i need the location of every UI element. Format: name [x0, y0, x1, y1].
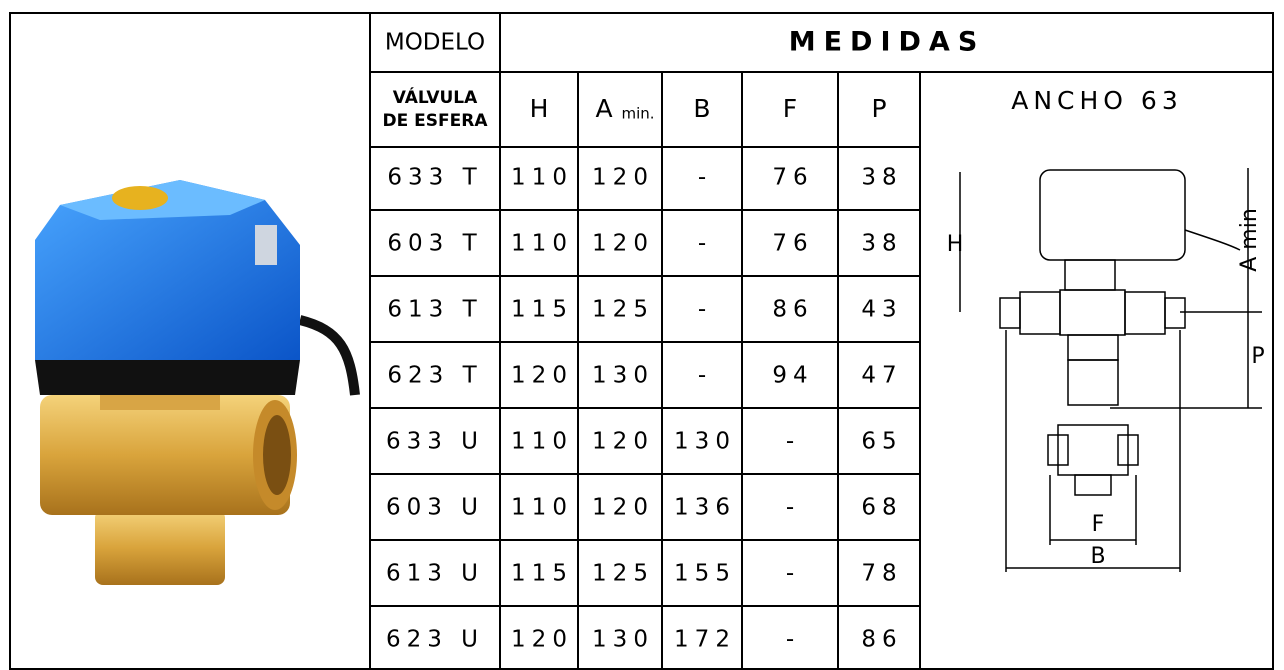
cell-value: 130: [592, 627, 654, 653]
col-b: B: [693, 94, 710, 123]
cell-value: 86: [861, 627, 902, 653]
cell-value: 120: [592, 495, 654, 521]
cell-value: 68: [861, 495, 902, 521]
cell-value: 110: [511, 429, 573, 455]
cell-value: 38: [861, 231, 902, 257]
cell-value: 76: [772, 231, 813, 257]
model-code: 633 U: [386, 429, 484, 455]
col-p: P: [871, 94, 886, 123]
cell-value: -: [698, 363, 712, 389]
cell-value: 120: [592, 165, 654, 191]
cell-value: 78: [861, 561, 902, 587]
cell-value: 120: [511, 627, 573, 653]
cell-value: 125: [592, 297, 654, 323]
cell-value: -: [786, 627, 800, 653]
dim-a-min: A min: [1237, 208, 1262, 272]
cell-value: -: [698, 297, 712, 323]
valve-type-2: DE ESFERA: [383, 111, 489, 131]
cell-value: 110: [511, 231, 573, 257]
dim-b: B: [1090, 544, 1105, 569]
cell-value: -: [786, 429, 800, 455]
cell-value: 115: [511, 297, 573, 323]
dim-p: P: [1251, 344, 1264, 369]
cell-value: 120: [511, 363, 573, 389]
cell-value: 110: [511, 495, 573, 521]
drawing-title: ANCHO 63: [1011, 86, 1183, 115]
cell-value: 130: [592, 363, 654, 389]
cell-value: 94: [772, 363, 813, 389]
dim-f: F: [1092, 512, 1105, 537]
cell-value: -: [786, 561, 800, 587]
cell-value: 76: [772, 165, 813, 191]
cell-value: 47: [861, 363, 902, 389]
col-h: H: [530, 94, 549, 123]
dimension-drawing: [959, 168, 1262, 572]
valve-type-1: VÁLVULA: [393, 86, 478, 108]
model-code: 633 T: [387, 165, 482, 191]
cell-value: 110: [511, 165, 573, 191]
cell-value: 130: [674, 429, 736, 455]
cell-value: 136: [674, 495, 736, 521]
cell-value: 38: [861, 165, 902, 191]
cell-value: 120: [592, 231, 654, 257]
cell-value: -: [786, 495, 800, 521]
dim-h: H: [947, 232, 964, 257]
model-code: 623 T: [387, 363, 482, 389]
col-a-min: min.: [621, 105, 654, 123]
measures-header: MEDIDAS: [789, 27, 986, 58]
cell-value: 172: [674, 627, 736, 653]
model-code: 613 U: [386, 561, 484, 587]
model-header: MODELO: [385, 30, 485, 56]
model-code: 623 U: [386, 627, 484, 653]
cell-value: -: [698, 231, 712, 257]
cell-value: 125: [592, 561, 654, 587]
cell-value: -: [698, 165, 712, 191]
cell-value: 115: [511, 561, 573, 587]
col-a: A: [595, 94, 612, 123]
model-code: 603 T: [387, 231, 482, 257]
cell-value: 86: [772, 297, 813, 323]
model-code: 603 U: [386, 495, 484, 521]
table-grid: [9, 12, 1274, 670]
col-f: F: [783, 94, 797, 123]
cell-value: 120: [592, 429, 654, 455]
cell-value: 155: [674, 561, 736, 587]
valve-photo: [35, 180, 360, 585]
model-code: 613 T: [387, 297, 482, 323]
cell-value: 65: [861, 429, 902, 455]
cell-value: 43: [861, 297, 902, 323]
